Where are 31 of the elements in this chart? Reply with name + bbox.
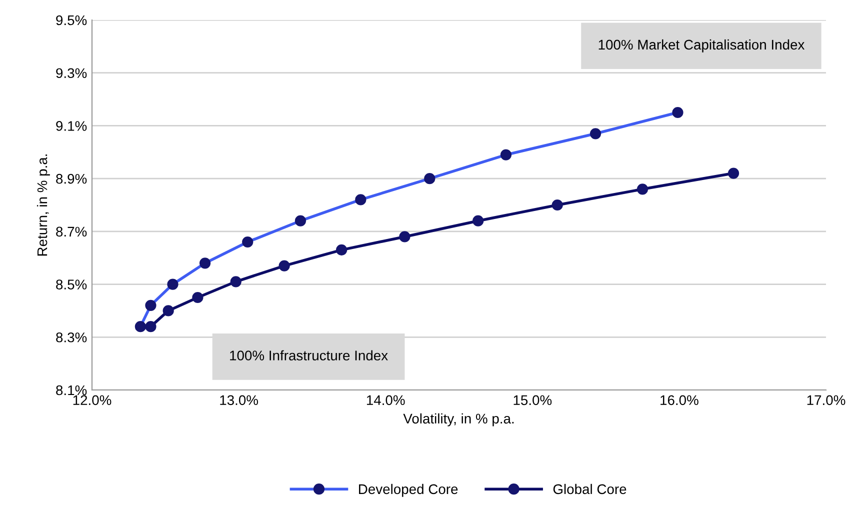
y-tick-label: 8.1% xyxy=(56,385,87,396)
y-tick-label: 9.5% xyxy=(56,15,87,26)
point xyxy=(162,305,174,316)
y-tick-label: 9.3% xyxy=(56,68,87,78)
point xyxy=(728,168,740,179)
y-tick-label: 8.7% xyxy=(56,226,87,237)
x-tick-label: 15.0% xyxy=(514,395,552,406)
point xyxy=(399,231,410,242)
x-tick-label: 14.0% xyxy=(366,395,405,406)
x-tick-label: 16.0% xyxy=(660,395,698,406)
point xyxy=(336,244,348,256)
legend-label: Global Core xyxy=(553,484,626,494)
annotation: 100% Infrastructure Index xyxy=(230,350,388,360)
y-tick-label: 9.1% xyxy=(56,121,87,131)
point xyxy=(192,292,204,304)
point xyxy=(472,215,484,226)
point xyxy=(636,184,648,195)
point xyxy=(230,276,242,288)
x-tick-label: 13.0% xyxy=(220,395,258,406)
y-tick-label: 8.3% xyxy=(56,332,87,342)
y-axis-title: Return, in % p.a. xyxy=(36,154,50,256)
point xyxy=(552,199,563,211)
legend-label: Developed Core xyxy=(359,484,458,497)
point xyxy=(145,321,156,332)
x-tick-label: 12.0% xyxy=(73,395,112,406)
x-axis-title: Volatility, in % p.a. xyxy=(403,413,514,426)
x-tick-label: 17.0% xyxy=(807,395,846,406)
point xyxy=(278,260,290,272)
y-tick-label: 8.9% xyxy=(56,174,87,184)
annotation: 100% Market Capitalisation Index xyxy=(598,39,805,52)
y-tick-label: 8.5% xyxy=(56,280,87,290)
